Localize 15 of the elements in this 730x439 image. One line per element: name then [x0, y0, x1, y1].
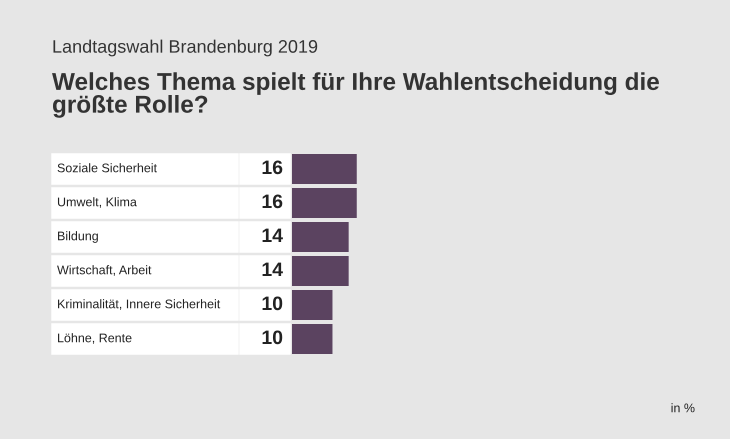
y-tick-label: Löhne, Rente: [58, 333, 132, 344]
chart-title: Welches Thema spielt für Ihre Wahlentscheidung die größte Rolle?: [52, 72, 659, 118]
data-label: 16: [262, 160, 282, 174]
data-label: 16: [262, 194, 282, 208]
y-tick-label: Bildung: [58, 231, 98, 243]
data-label: 10: [262, 296, 282, 310]
text: in %: [672, 403, 695, 412]
data-label: 10: [262, 330, 282, 344]
data-label: 14: [262, 262, 283, 276]
y-tick-label: Soziale Sicherheit: [58, 163, 157, 172]
y-tick-label: Wirtschaft, Arbeit: [57, 265, 152, 276]
data-label: 14: [262, 228, 283, 242]
chart-subtitle: Landtagswahl Brandenburg 2019: [53, 40, 318, 56]
y-tick-label: Umwelt, Klima: [58, 197, 137, 208]
y-tick-label: Kriminalität, Innere Sicherheit: [58, 299, 220, 310]
